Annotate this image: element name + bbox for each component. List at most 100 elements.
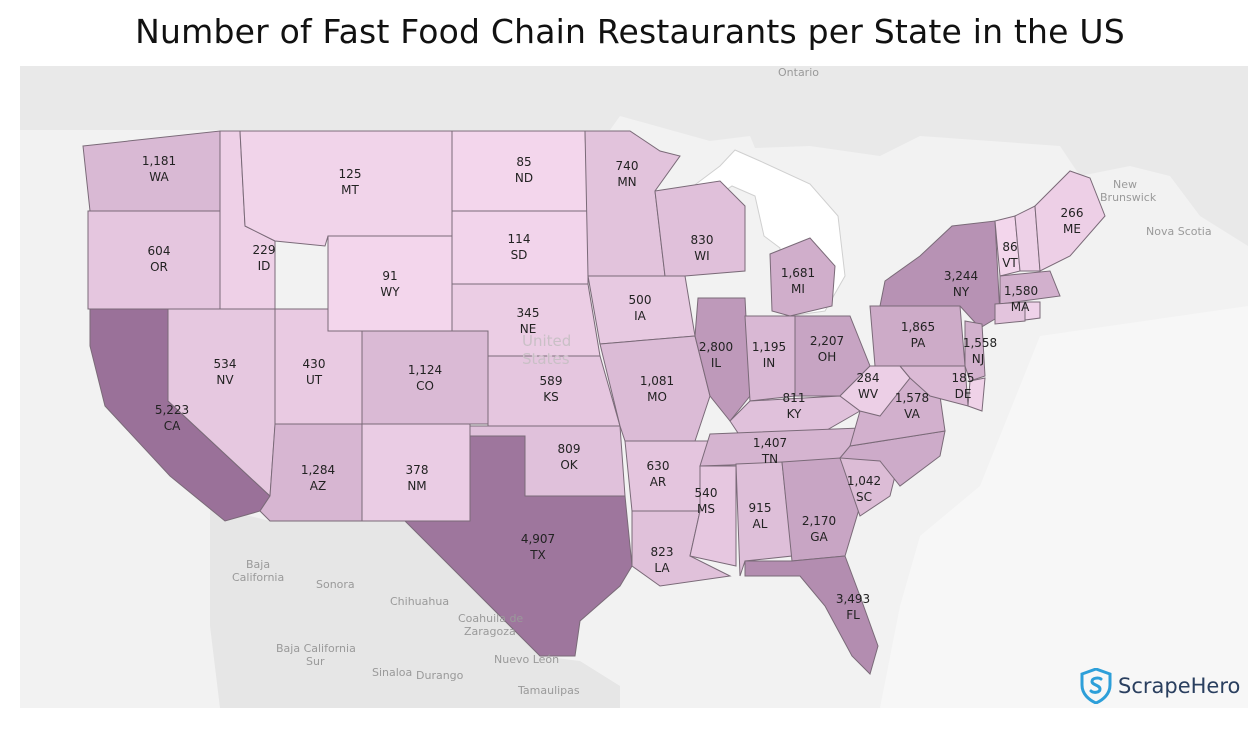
state-value-label: 2,207 <box>810 334 844 348</box>
state-value-label: 1,195 <box>752 340 786 354</box>
state-ms <box>689 465 737 567</box>
state-abbr-label: OK <box>560 458 578 472</box>
state-abbr-label: GA <box>810 530 828 544</box>
region-label: Sur <box>306 655 325 668</box>
region-label: Durango <box>416 669 464 682</box>
state-abbr-label: CO <box>416 379 434 393</box>
state-abbr-label: NJ <box>972 352 985 366</box>
state-ri <box>1024 301 1041 321</box>
state-value-label: 345 <box>517 306 540 320</box>
page-title: Number of Fast Food Chain Restaurants pe… <box>135 12 1125 51</box>
state-value-label: 91 <box>382 269 397 283</box>
state-nj <box>964 320 986 382</box>
state-abbr-label: MA <box>1011 300 1030 314</box>
state-de <box>967 377 986 412</box>
state-abbr-label: NM <box>407 479 426 493</box>
state-value-label: 5,223 <box>155 403 189 417</box>
state-value-label: 1,580 <box>1004 284 1038 298</box>
state-value-label: 1,578 <box>895 391 929 405</box>
basemap-labels: Ontario New Brunswick Nova Scotia United… <box>232 66 1212 697</box>
state-abbr-label: IA <box>634 309 647 323</box>
state-value-label: 430 <box>303 357 326 371</box>
state-abbr-label: AL <box>753 517 768 531</box>
state-abbr-label: MN <box>617 175 636 189</box>
state-abbr-label: FL <box>846 608 860 622</box>
state-abbr-label: MT <box>341 183 359 197</box>
state-value-label: 114 <box>508 232 531 246</box>
atlantic-ocean <box>880 306 1248 708</box>
state-abbr-label: TN <box>761 452 778 466</box>
state-abbr-label: VT <box>1002 256 1018 270</box>
us-choropleth-map: Ontario New Brunswick Nova Scotia United… <box>20 66 1248 708</box>
state-abbr-label: WA <box>149 170 169 184</box>
state-abbr-label: NY <box>953 285 970 299</box>
state-abbr-label: TX <box>529 548 546 562</box>
state-value-label: 1,865 <box>901 320 935 334</box>
state-value-label: 915 <box>749 501 772 515</box>
state-value-label: 1,558 <box>963 336 997 350</box>
state-value-label: 540 <box>695 486 718 500</box>
state-value-label: 86 <box>1002 240 1017 254</box>
state-value-label: 85 <box>516 155 531 169</box>
state-labels: 1,181 WA 604 OR 5,223 CA 229 ID 534 NV 1… <box>142 154 1084 622</box>
state-value-label: 1,681 <box>781 266 815 280</box>
state-wy <box>327 235 453 332</box>
state-abbr-label: SD <box>511 248 528 262</box>
state-abbr-label: WY <box>380 285 400 299</box>
state-abbr-label: CA <box>164 419 181 433</box>
state-value-label: 1,284 <box>301 463 335 477</box>
state-value-label: 500 <box>629 293 652 307</box>
state-value-label: 809 <box>558 442 581 456</box>
region-label: Nova Scotia <box>1146 225 1212 238</box>
state-value-label: 1,081 <box>640 374 674 388</box>
region-label: Chihuahua <box>390 595 449 608</box>
state-ga <box>781 457 861 562</box>
region-label: Sinaloa <box>372 666 412 679</box>
state-value-label: 1,407 <box>753 436 787 450</box>
state-abbr-label: AR <box>650 475 667 489</box>
region-label: Zaragoza <box>464 625 516 638</box>
state-value-label: 823 <box>651 545 674 559</box>
region-label: Brunswick <box>1100 191 1157 204</box>
state-al <box>735 461 793 577</box>
region-label: Tamaulipas <box>517 684 580 697</box>
state-mi <box>769 237 836 317</box>
state-value-label: 284 <box>857 371 880 385</box>
state-md <box>898 365 969 407</box>
state-value-label: 811 <box>783 391 806 405</box>
state-value-label: 1,181 <box>142 154 176 168</box>
mexico-land <box>210 506 620 708</box>
state-abbr-label: ND <box>515 171 533 185</box>
state-value-label: 630 <box>647 459 670 473</box>
state-value-label: 3,244 <box>944 269 978 283</box>
state-abbr-label: OH <box>818 350 836 364</box>
state-abbr-label: LA <box>654 561 670 575</box>
shield-s-icon <box>1080 668 1112 704</box>
region-label: Nuevo León <box>494 653 559 666</box>
state-abbr-label: MS <box>697 502 715 516</box>
state-fl <box>744 555 879 675</box>
state-value-label: 2,800 <box>699 340 733 354</box>
state-value-label: 185 <box>952 371 975 385</box>
state-value-label: 534 <box>214 357 237 371</box>
state-abbr-label: DE <box>955 387 972 401</box>
state-abbr-label: KS <box>543 390 559 404</box>
state-abbr-label: AZ <box>310 479 326 493</box>
state-value-label: 1,042 <box>847 474 881 488</box>
logo-text: ScrapeHero <box>1118 674 1241 698</box>
states-layer <box>82 130 1106 675</box>
state-ar <box>624 440 711 512</box>
region-label: Coahuila de <box>458 612 523 625</box>
region-label: Baja <box>246 558 270 571</box>
state-value-label: 4,907 <box>521 532 555 546</box>
state-value-label: 589 <box>540 374 563 388</box>
state-value-label: 830 <box>691 233 714 247</box>
state-abbr-label: IL <box>711 356 722 370</box>
state-abbr-label: WV <box>858 387 879 401</box>
state-value-label: 740 <box>616 159 639 173</box>
state-abbr-label: SC <box>856 490 872 504</box>
state-me <box>1034 170 1106 272</box>
state-abbr-label: UT <box>306 373 323 387</box>
state-abbr-label: ME <box>1063 222 1081 236</box>
state-abbr-label: MI <box>791 282 805 296</box>
